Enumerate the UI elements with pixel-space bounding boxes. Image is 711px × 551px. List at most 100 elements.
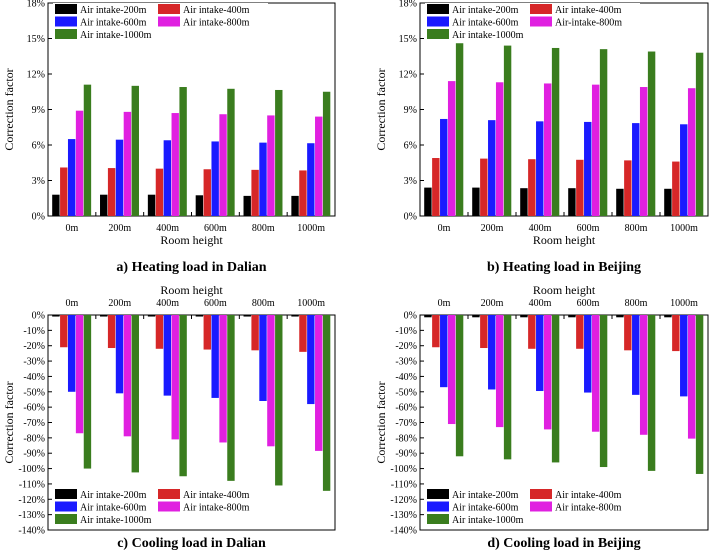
y-tick-label: -130% — [390, 510, 417, 521]
bar-s200 — [616, 188, 624, 216]
legend-label: Air intake-1000m — [80, 30, 152, 41]
bar-s600 — [115, 315, 124, 394]
y-tick-label: -20% — [395, 341, 417, 352]
x-tick-label: 200m — [481, 223, 504, 234]
panel-caption: c) Cooling load in Dalian — [117, 536, 266, 551]
bar-s800 — [639, 315, 648, 435]
panel-caption: a) Heating load in Dalian — [116, 260, 266, 275]
legend-swatch-s200 — [55, 489, 77, 499]
bar-s600 — [632, 315, 640, 395]
bar-s200 — [520, 188, 528, 216]
bar-s600 — [163, 140, 172, 216]
bar-s1000 — [322, 91, 331, 216]
bar-s200 — [568, 315, 576, 318]
legend-swatch-s600 — [427, 16, 449, 27]
y-tick-label: 0% — [32, 311, 45, 322]
y-tick-label: 6% — [404, 141, 417, 152]
bar-s200 — [664, 315, 672, 318]
legend-swatch-s1000 — [427, 29, 449, 39]
bar-s400 — [203, 169, 211, 216]
bar-s800 — [495, 82, 504, 217]
x-tick-label: 0m — [66, 223, 79, 234]
legend-label: Air intake-600m — [452, 18, 519, 29]
x-tick-label: 400m — [529, 298, 552, 309]
bar-s200 — [568, 188, 576, 216]
bar-s600 — [536, 121, 544, 216]
x-tick-label: 0m — [438, 298, 451, 309]
bar-s600 — [536, 315, 544, 392]
legend-swatch-s1000 — [55, 514, 77, 524]
bar-s800 — [123, 315, 132, 437]
bar-s800 — [639, 87, 648, 217]
bar-s800 — [543, 83, 552, 216]
bar-s200 — [147, 315, 156, 317]
y-tick-label: -60% — [23, 403, 45, 414]
legend: Air intake-200m Air intake-400m Air intake… — [425, 3, 640, 43]
bar-s1000 — [551, 47, 560, 216]
y-tick-label: -10% — [23, 326, 45, 337]
bar-s600 — [259, 142, 267, 216]
bar-s800 — [543, 315, 552, 430]
bar-s800 — [591, 84, 600, 217]
bar-s200 — [195, 195, 204, 216]
x-tick-label: 600m — [204, 298, 227, 309]
y-tick-label: -60% — [395, 403, 417, 414]
y-tick-label: -50% — [23, 387, 45, 398]
bar-s400 — [203, 315, 211, 350]
bar-s400 — [155, 168, 164, 216]
bar-s400 — [480, 315, 488, 349]
bar-s600 — [680, 124, 688, 216]
bar-s400 — [299, 170, 307, 216]
bar-s400 — [60, 315, 68, 348]
y-tick-label: 15% — [27, 34, 45, 45]
x-tick-label: 0m — [438, 223, 451, 234]
y-tick-label: -10% — [395, 326, 417, 337]
bar-s400 — [432, 158, 440, 216]
bar-s200 — [520, 315, 528, 318]
y-tick-label: -120% — [18, 495, 45, 506]
x-tick-label: 1000m — [297, 298, 325, 309]
x-tick-label: 400m — [156, 298, 179, 309]
bar-s600 — [67, 315, 76, 392]
legend-label: Air intake-400m — [183, 490, 250, 501]
legend-label: Air intake-600m — [452, 503, 519, 514]
y-tick-label: -40% — [23, 372, 45, 383]
y-axis-label: Correction factor — [374, 68, 388, 150]
y-tick-label: 12% — [399, 70, 417, 81]
x-tick-label: 1000m — [297, 223, 325, 234]
bar-s600 — [440, 118, 448, 216]
legend: Air intake-200m Air intake-400m Air intake… — [53, 3, 268, 43]
bar-s200 — [664, 188, 672, 216]
bar-s400 — [624, 160, 632, 216]
y-tick-label: 0% — [404, 212, 417, 223]
y-tick-label: -100% — [18, 464, 45, 475]
bar-s1000 — [455, 315, 464, 457]
bar-s1000 — [551, 315, 560, 463]
bar-s1000 — [83, 84, 92, 217]
x-tick-label: 400m — [529, 223, 552, 234]
bar-s200 — [147, 194, 156, 216]
bar-s1000 — [227, 315, 235, 481]
bar-s800 — [315, 315, 323, 451]
bar-s1000 — [599, 315, 608, 468]
y-tick-label: 0% — [404, 311, 417, 322]
y-tick-label: -70% — [395, 418, 417, 429]
legend-swatch-s1000 — [427, 514, 449, 524]
y-tick-label: 15% — [399, 34, 417, 45]
x-tick-label: 800m — [252, 298, 275, 309]
bar-s200 — [472, 315, 480, 318]
legend-swatch-s800 — [158, 16, 180, 27]
bar-s200 — [243, 315, 251, 317]
bar-s600 — [488, 315, 496, 390]
legend-swatch-s200 — [55, 4, 77, 14]
bar-s600 — [211, 141, 219, 216]
legend-swatch-s800 — [530, 16, 552, 27]
bar-s1000 — [227, 88, 235, 216]
legend-swatch-s600 — [55, 501, 77, 512]
legend-label: Air intake-400m — [183, 5, 250, 16]
chart-panel-3: -140% -130% -120% -110% -100% -90% -80% -70% -60… — [2, 283, 336, 551]
bar-s600 — [488, 120, 496, 216]
bar-s800 — [447, 315, 456, 425]
bar-s400 — [155, 315, 164, 349]
